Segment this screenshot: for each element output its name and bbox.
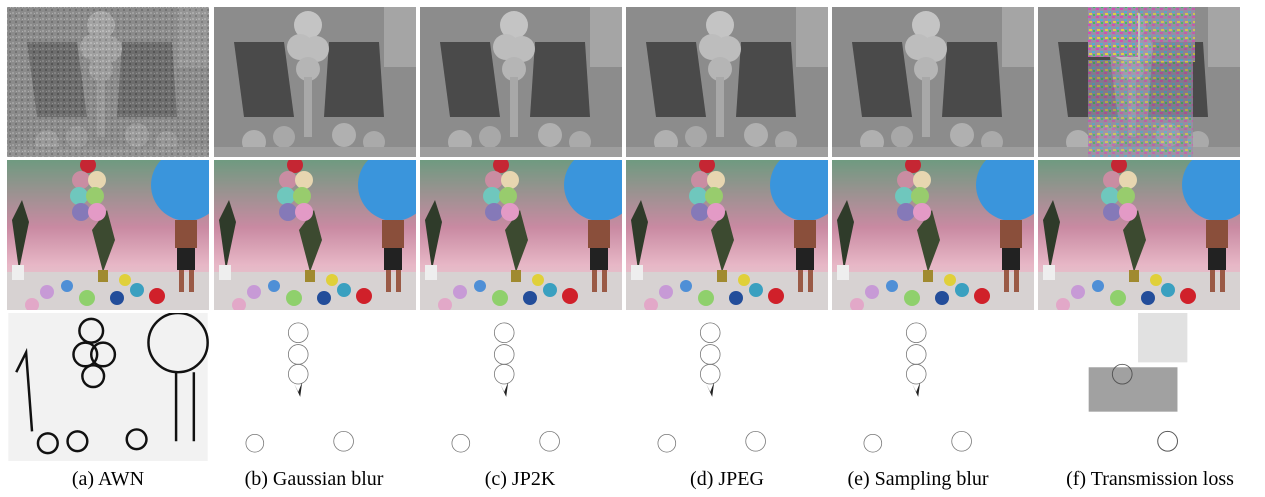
column-e (832, 7, 1034, 461)
caption: (e) Sampling blur (847, 468, 988, 490)
caption: (b) Gaussian blur (245, 468, 384, 490)
caption: (c) JP2K (485, 468, 556, 490)
caption: (f) Transmission loss (1066, 468, 1234, 490)
column-d (626, 7, 828, 461)
column-a (7, 7, 209, 461)
column-f (1038, 7, 1240, 461)
caption: (d) JPEG (690, 468, 764, 490)
column-c (420, 7, 622, 461)
column-b (214, 7, 416, 461)
caption: (a) AWN (72, 468, 144, 490)
